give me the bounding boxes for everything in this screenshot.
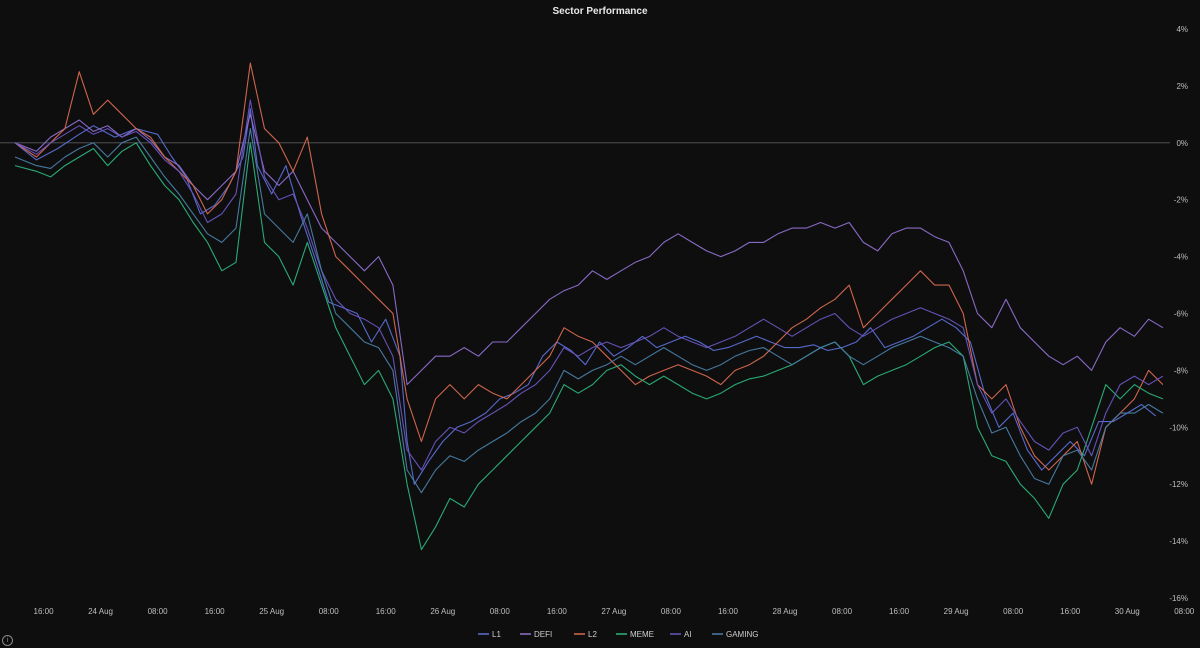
x-tick-label: 16:00 <box>376 607 397 616</box>
y-tick-label: -10% <box>1169 423 1188 432</box>
x-tick-label: 27 Aug <box>601 607 626 616</box>
x-tick-label: 30 Aug <box>1115 607 1140 616</box>
x-axis-ticks: 16:00 24 Aug 08:00 16:00 25 Aug 08:00 16:00 26 … <box>34 607 1195 616</box>
x-tick-label: 16:00 <box>718 607 739 616</box>
x-tick-label: 28 Aug <box>773 607 798 616</box>
y-tick-label: -4% <box>1174 253 1188 262</box>
y-tick-label: -14% <box>1169 537 1188 546</box>
legend-label: DEFI <box>534 630 552 639</box>
series-lines <box>14 62 1164 551</box>
x-tick-label: 26 Aug <box>430 607 455 616</box>
x-tick-label: 24 Aug <box>88 607 113 616</box>
x-tick-label: 08:00 <box>1174 607 1195 616</box>
y-tick-label: -16% <box>1169 594 1188 603</box>
series-line-ai <box>14 99 1164 471</box>
y-tick-label: 4% <box>1176 25 1188 34</box>
x-tick-label: 16:00 <box>547 607 568 616</box>
x-tick-label: 16:00 <box>34 607 55 616</box>
series-line-gaming <box>14 128 1164 494</box>
y-tick-label: -2% <box>1174 196 1188 205</box>
x-tick-label: 29 Aug <box>944 607 969 616</box>
x-tick-label: 08:00 <box>319 607 340 616</box>
legend-label: L2 <box>588 630 597 639</box>
x-tick-label: 16:00 <box>205 607 226 616</box>
y-tick-label: -8% <box>1174 366 1188 375</box>
x-tick-label: 16:00 <box>889 607 910 616</box>
legend-label: GAMING <box>726 630 758 639</box>
x-tick-label: 08:00 <box>832 607 853 616</box>
legend-label: MEME <box>630 630 654 639</box>
x-tick-label: 08:00 <box>1003 607 1024 616</box>
legend-item-ai[interactable]: AI <box>670 630 692 639</box>
chart-title: Sector Performance <box>552 6 647 17</box>
x-tick-label: 08:00 <box>148 607 169 616</box>
series-line-meme <box>14 142 1164 551</box>
x-tick-label: 16:00 <box>1060 607 1081 616</box>
x-tick-label: 25 Aug <box>259 607 284 616</box>
x-tick-label: 08:00 <box>661 607 682 616</box>
series-line-defi <box>14 113 1164 386</box>
legend-label: AI <box>684 630 692 639</box>
legend-item-gaming[interactable]: GAMING <box>712 630 758 639</box>
legend-item-l2[interactable]: L2 <box>574 630 597 639</box>
series-line-l1 <box>14 108 1157 485</box>
y-tick-label: 2% <box>1176 82 1188 91</box>
y-tick-label: 0% <box>1176 139 1188 148</box>
legend-item-meme[interactable]: MEME <box>616 630 654 639</box>
info-icon[interactable]: i <box>2 635 13 646</box>
series-line-l2 <box>14 62 1164 485</box>
legend-item-l1[interactable]: L1 <box>478 630 501 639</box>
legend-label: L1 <box>492 630 501 639</box>
y-tick-label: -6% <box>1174 310 1188 319</box>
y-axis-ticks: 4% 2% 0% -2% -4% -6% -8% -10% -12% -14% -16% <box>1169 25 1188 603</box>
legend-item-defi[interactable]: DEFI <box>520 630 552 639</box>
y-tick-label: -12% <box>1169 480 1188 489</box>
x-tick-label: 08:00 <box>490 607 511 616</box>
legend[interactable]: L1 DEFI L2 MEME AI GAMING <box>478 630 758 639</box>
